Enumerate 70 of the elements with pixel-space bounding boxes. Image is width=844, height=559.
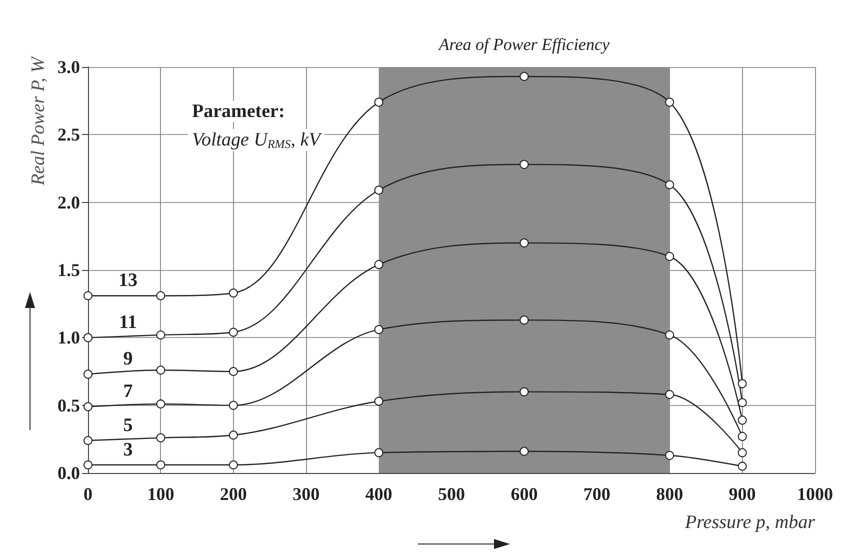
- point: [84, 436, 92, 446]
- point: [84, 460, 92, 470]
- point: [374, 260, 384, 270]
- point: [228, 400, 238, 410]
- series-label: 11: [119, 312, 137, 334]
- point: [84, 402, 92, 412]
- x-axis-title: Pressure p, mbar: [684, 512, 816, 533]
- point: [228, 460, 238, 470]
- y-tick-label: 0.0: [58, 463, 80, 483]
- point: [228, 288, 238, 298]
- point: [156, 399, 166, 408]
- point: [738, 416, 747, 425]
- point: [228, 430, 238, 440]
- point: [520, 446, 529, 456]
- point: [374, 448, 384, 458]
- point: [156, 433, 166, 442]
- series-label: 5: [123, 415, 133, 436]
- point: [520, 316, 529, 325]
- point: [738, 379, 747, 388]
- x-tick-label: 100: [147, 484, 174, 504]
- point: [156, 330, 166, 340]
- y-tick-label: 1.0: [58, 328, 80, 348]
- series-label: 9: [123, 348, 133, 370]
- point: [738, 462, 747, 471]
- x-tick-label: 700: [583, 484, 610, 504]
- point: [156, 460, 166, 470]
- x-tick-label: 200: [220, 484, 247, 504]
- y-tick-label: 2.5: [58, 124, 80, 145]
- point: [665, 98, 674, 107]
- point: [520, 238, 529, 248]
- point: [665, 252, 674, 261]
- y-tick-label: 1.5: [58, 260, 80, 280]
- point: [374, 98, 384, 107]
- y-tick-label: 2.0: [58, 192, 80, 212]
- point: [84, 291, 92, 300]
- point: [738, 432, 747, 441]
- point: [374, 186, 384, 195]
- point: [738, 398, 747, 408]
- point: [520, 160, 529, 169]
- x-tick-label: 1000: [797, 484, 833, 504]
- point: [84, 333, 92, 342]
- point: [665, 330, 674, 340]
- x-tick-label: 400: [365, 484, 392, 504]
- point: [374, 396, 384, 406]
- x-tick-label: 800: [656, 484, 684, 504]
- x-tick-label: 300: [292, 484, 320, 504]
- annotation: Parameter:: [192, 101, 285, 122]
- x-tick-label: 600: [510, 484, 538, 504]
- point: [520, 387, 529, 396]
- series-label: 3: [123, 439, 133, 460]
- point: [156, 366, 166, 375]
- point: [665, 390, 674, 400]
- point: [228, 367, 238, 376]
- y-axis-title: Real Power P, W: [28, 54, 49, 186]
- point: [665, 180, 674, 190]
- point: [374, 325, 384, 334]
- point: [665, 450, 674, 460]
- point: [156, 291, 166, 300]
- x-tick-label: 900: [728, 484, 756, 504]
- x-tick-label: 500: [438, 484, 465, 504]
- series-label: 7: [123, 381, 134, 402]
- series-label: 13: [118, 270, 138, 292]
- band-label: Area of Power Efficiency: [438, 35, 610, 54]
- point: [228, 328, 238, 337]
- y-tick-label: 3.0: [58, 57, 80, 77]
- point: [738, 448, 747, 458]
- point: [84, 370, 92, 379]
- point: [520, 72, 529, 81]
- x-tick-label: 0: [84, 484, 92, 504]
- y-tick-label: 0.5: [58, 395, 80, 416]
